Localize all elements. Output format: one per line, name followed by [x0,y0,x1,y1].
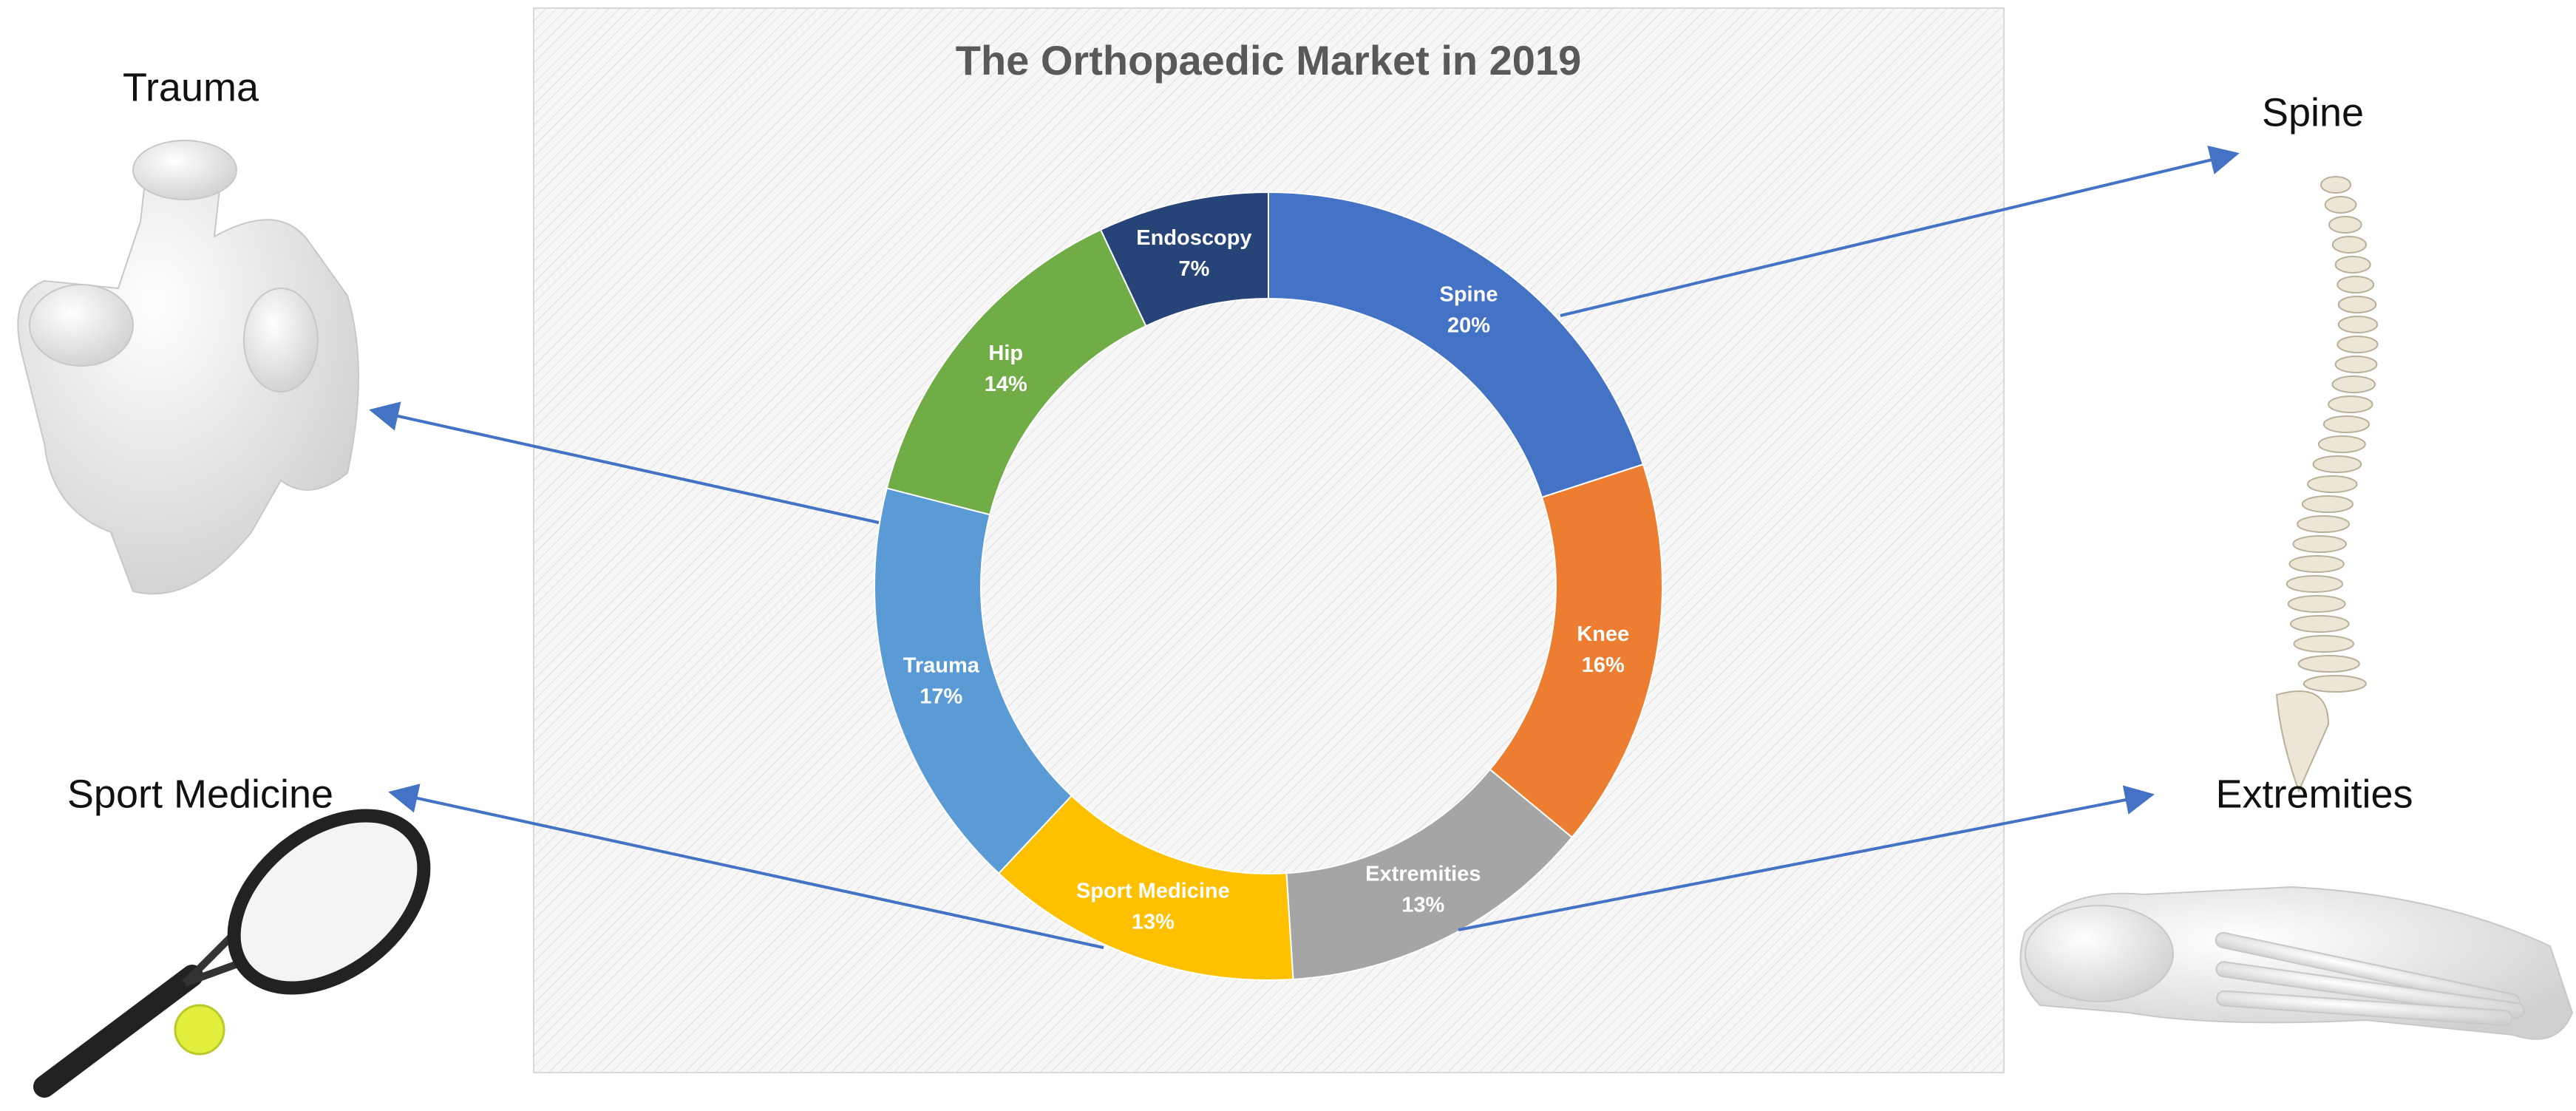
vertebra [2291,616,2349,632]
segment-value-label: 13% [1401,893,1444,917]
annotation: Extremities [2215,772,2413,816]
segment-category-label: Sport Medicine [1076,879,1230,903]
vertebra [2293,536,2346,552]
vertebra [2325,197,2356,213]
vertebra [2289,556,2343,572]
vertebra [2329,217,2362,233]
vertebra [2314,456,2362,472]
segment-value-label: 16% [1582,653,1625,677]
spine-image [2277,177,2378,791]
segment-category-label: Spine [1439,283,1498,307]
vertebra [2337,276,2373,293]
chart-title: The Orthopaedic Market in 2019 [956,37,1581,84]
segment-category-label: Endoscopy [1136,226,1251,250]
segment-category-label: Trauma [903,653,980,677]
foot-bones-image [2020,887,2572,1039]
vertebra [2303,496,2353,512]
page: The Orthopaedic Market in 2019 Spine 20% K… [0,0,2576,1107]
vertebra [2299,656,2359,672]
vertebra [2336,356,2377,373]
chart: The Orthopaedic Market in 2019 Spine 20% K… [0,0,2576,1107]
segment-value-label: 17% [920,684,962,708]
segment-category-label: Extremities [1365,862,1481,886]
vertebra [2336,256,2371,273]
vertebra [2319,436,2365,452]
vertebra [2328,396,2372,412]
vertebra [2321,177,2351,193]
tennis-racket-image [44,781,457,1087]
vertebra [2339,296,2376,313]
trauma-bone-image [18,140,358,594]
vertebra [2304,676,2366,692]
segment-value-label: 14% [985,373,1027,396]
vertebra [2339,316,2377,333]
annotation: Trauma [123,65,259,109]
vertebra [2297,516,2349,532]
vertebra [2337,336,2377,353]
vertebra [2294,636,2354,652]
vertebra [2324,416,2369,432]
segment-value-label: 20% [1447,314,1490,338]
annotation: Sport Medicine [67,772,333,816]
vertebra [2288,596,2345,612]
segment-value-label: 7% [1178,257,1209,281]
vertebra [2333,237,2366,253]
annotation: Spine [2262,90,2364,135]
segment-category-label: Knee [1577,622,1629,646]
vertebra [2287,576,2342,592]
segment-category-label: Hip [988,342,1023,365]
vertebra [2332,376,2375,393]
segment-value-label: 13% [1132,910,1175,934]
vertebra [2308,476,2356,492]
